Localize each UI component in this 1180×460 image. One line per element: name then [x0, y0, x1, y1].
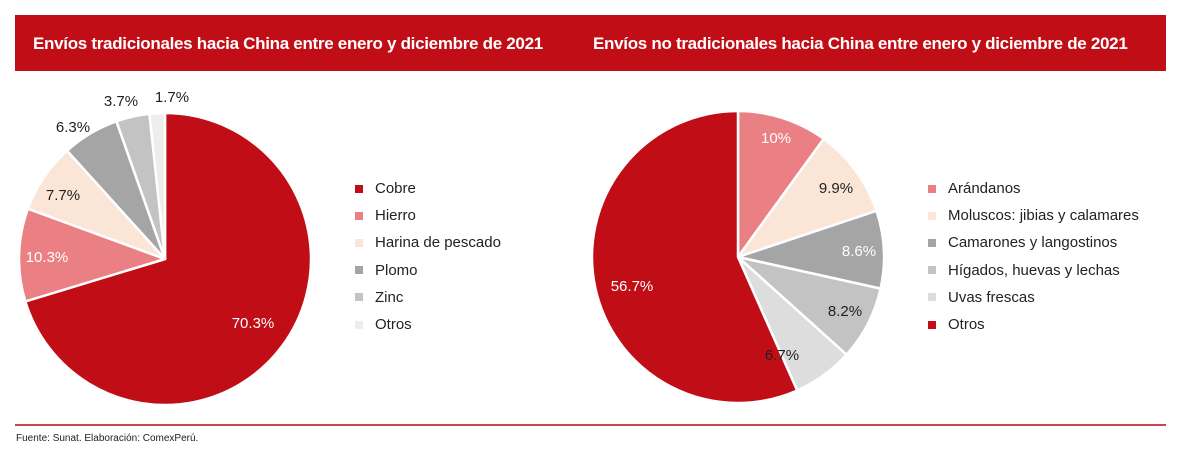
legend-item-traditional-harina-de-pescado: Harina de pescado — [355, 229, 501, 256]
legend-item-non-traditional-moluscos-jibias-y-calamares: Moluscos: jibias y calamares — [928, 202, 1139, 229]
legend-label: Hígados, huevas y lechas — [948, 261, 1120, 279]
data-label-non-traditional-arandanos: 10% — [761, 130, 791, 147]
legend-swatch — [355, 238, 363, 247]
legend-label: Hierro — [375, 207, 416, 225]
pie-slice-non-traditional-otros — [590, 109, 799, 405]
data-label-non-traditional-uvas-frescas: 6.7% — [765, 347, 799, 364]
legend-swatch — [355, 266, 363, 275]
source-note: Fuente: Sunat. Elaboración: ComexPerú. — [16, 433, 199, 444]
data-label-traditional-cobre: 70.3% — [232, 315, 275, 332]
legend-item-traditional-plomo: Plomo — [355, 257, 501, 284]
legend-item-non-traditional-otros: Otros — [928, 311, 1139, 338]
legend-swatch — [928, 293, 936, 302]
data-label-traditional-zinc: 3.7% — [104, 93, 138, 110]
legend-item-non-traditional-higados-huevas-y-lechas: Hígados, huevas y lechas — [928, 257, 1139, 284]
legend-item-traditional-otros: Otros — [355, 311, 501, 338]
legend-label: Camarones y langostinos — [948, 234, 1118, 252]
legend-swatch — [928, 211, 936, 220]
legend-item-non-traditional-uvas-frescas: Uvas frescas — [928, 284, 1139, 311]
pie-slice-traditional-hierro — [17, 207, 167, 303]
data-label-non-traditional-moluscos-jibias-y-calamares: 9.9% — [819, 180, 853, 197]
pie-slice-traditional-cobre — [24, 111, 313, 407]
legend-item-non-traditional-arandanos: Arándanos — [928, 175, 1139, 202]
legend-label: Otros — [375, 316, 412, 334]
pie-slice-non-traditional-moluscos-jibias-y-calamares — [736, 137, 878, 259]
data-label-non-traditional-camarones-y-langostinos: 8.6% — [842, 243, 876, 260]
legend-label: Otros — [948, 316, 985, 334]
data-label-traditional-harina-de-pescado: 7.7% — [46, 187, 80, 204]
legend-swatch — [928, 238, 936, 247]
legend-traditional: Cobre Hierro Harina de pescado Plomo Zinc Otr… — [355, 175, 501, 338]
legend-label: Plomo — [375, 261, 418, 279]
legend-swatch — [928, 266, 936, 275]
legend-item-non-traditional-camarones-y-langostinos: Camarones y langostinos — [928, 229, 1139, 256]
legend-item-traditional-hierro: Hierro — [355, 202, 501, 229]
data-label-non-traditional-otros: 56.7% — [611, 278, 654, 295]
legend-non-traditional: Arándanos Moluscos: jibias y calamares Cam… — [928, 175, 1139, 338]
legend-swatch — [355, 320, 363, 329]
data-label-non-traditional-higados-huevas-y-lechas: 8.2% — [828, 303, 862, 320]
chart-title-traditional: Envíos tradicionales hacia China entre e… — [33, 34, 543, 53]
legend-label: Cobre — [375, 180, 416, 198]
legend-label: Harina de pescado — [375, 234, 501, 252]
pie-slice-traditional-otros — [148, 111, 167, 261]
data-label-traditional-otros: 1.7% — [155, 89, 189, 106]
legend-label: Uvas frescas — [948, 288, 1035, 306]
pie-slice-non-traditional-arandanos — [736, 109, 825, 259]
legend-item-traditional-cobre: Cobre — [355, 175, 501, 202]
legend-label: Zinc — [375, 288, 404, 306]
chart-title-non-traditional: Envíos no tradicionales hacia China entr… — [593, 34, 1128, 53]
legend-swatch — [355, 184, 363, 193]
legend-swatch — [355, 293, 363, 302]
data-label-traditional-hierro: 10.3% — [26, 249, 69, 266]
footer-divider — [15, 424, 1166, 426]
legend-item-traditional-zinc: Zinc — [355, 284, 501, 311]
legend-swatch — [928, 184, 936, 193]
legend-label: Moluscos: jibias y calamares — [948, 207, 1139, 225]
legend-swatch — [355, 211, 363, 220]
data-label-traditional-plomo: 6.3% — [56, 119, 90, 136]
legend-label: Arándanos — [948, 180, 1021, 198]
header-bar — [15, 15, 1166, 71]
legend-swatch — [928, 320, 936, 329]
